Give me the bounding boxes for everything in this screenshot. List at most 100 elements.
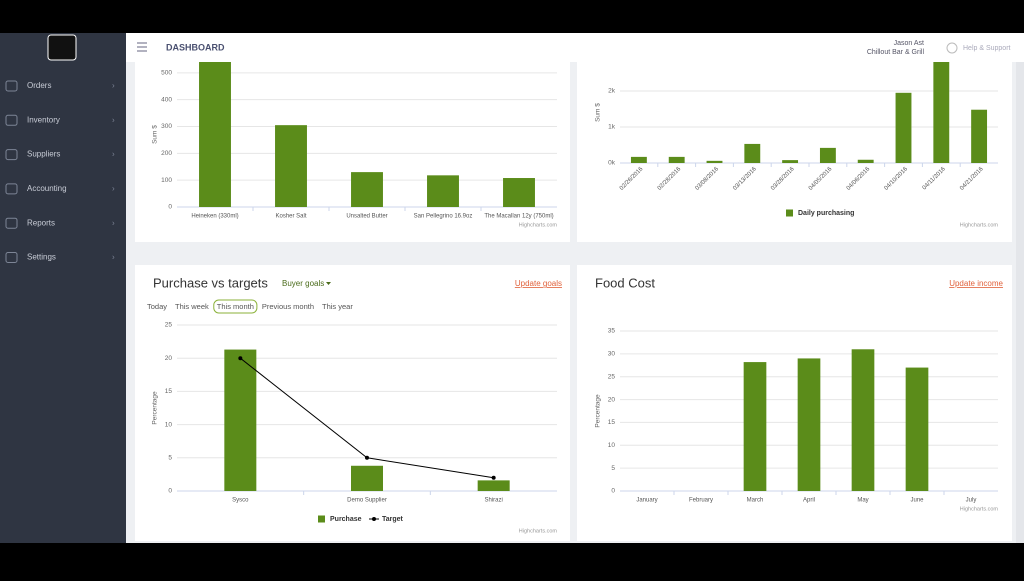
legend-symbol [786,209,793,217]
nav-icon [5,80,18,92]
nav-icon [5,252,18,263]
bar [224,349,257,491]
nav-chevron: › [112,81,115,90]
credit[interactable]: Highcharts.com [519,528,558,534]
nav-item[interactable]: Suppliers [27,150,60,159]
point [238,356,243,361]
x-tick-label: March [747,498,764,504]
y-tick-label: 10 [608,442,616,449]
credit[interactable]: Highcharts.com [960,506,999,512]
legend-symbol [318,515,325,523]
menu-icon[interactable] [137,42,147,52]
x-tick-label: Heineken (330ml) [191,214,238,220]
bar [782,160,799,163]
nav-item[interactable]: Orders [27,81,51,90]
y-tick-label: 20 [608,396,616,403]
x-tick-label: San Pellegrino 16.9oz [414,214,473,220]
panel-title: Purchase vs targets [153,275,268,290]
x-tick-label: Shirazi [484,498,502,504]
nav-icon [5,149,18,161]
bar [851,349,875,491]
tab[interactable]: This week [175,302,209,311]
legend-label[interactable]: Daily purchasing [798,210,854,217]
nav-item[interactable]: Inventory [27,115,60,124]
nav-icon [5,183,18,195]
y-tick-label: 0 [168,204,172,211]
bar [857,159,874,163]
bar [427,175,459,207]
legend-symbol [372,517,376,521]
point [491,475,496,480]
nav-chevron: › [112,253,115,262]
x-tick-label: Unsalted Butter [346,214,387,220]
y-tick-label: 0k [608,160,616,167]
nav-icon [5,114,18,126]
y-tick-label: 2k [608,88,616,95]
x-tick-label: June [910,498,924,504]
bar [744,143,761,163]
y-tick-label: 1k [608,124,616,131]
x-tick-label: Sysco [232,498,249,504]
nav-chevron: › [112,218,115,227]
tab[interactable]: This year [322,302,353,311]
y-tick-label: 300 [161,123,172,130]
bar [477,480,510,491]
x-tick-label: Demo Supplier [347,498,387,504]
dropdown[interactable]: Buyer goals [282,279,324,288]
x-tick-label: July [966,498,977,504]
tab[interactable]: Today [147,302,167,311]
bar [933,62,950,163]
y-tick-label: 25 [608,373,616,380]
bar [351,465,383,491]
legend-label[interactable]: Purchase [330,516,362,523]
bar [630,156,647,163]
y-tick-label: 35 [608,328,616,335]
bar [668,156,685,163]
nav-item[interactable]: Reports [27,218,55,227]
x-tick-label: May [857,498,868,504]
nav-icon [5,217,18,229]
point [365,455,369,460]
x-tick-label: February [689,498,713,504]
bar [706,160,723,163]
credit[interactable]: Highcharts.com [960,222,999,228]
y-tick-label: 0 [611,488,615,495]
nav-item[interactable]: Settings [27,253,56,262]
nav-chevron: › [112,150,115,159]
user-name[interactable]: Jason Ast [894,40,924,47]
scrollbar[interactable] [1016,62,1024,543]
y-tick-label: 400 [161,96,172,103]
panel-title: Food Cost [595,275,655,290]
x-tick-label: April [803,498,815,504]
tab[interactable]: Previous month [262,302,314,311]
tab[interactable]: This month [217,302,254,311]
legend-label[interactable]: Target [382,516,404,523]
action-link[interactable]: Update goals [515,279,562,288]
y-tick-label: 5 [168,455,172,462]
x-tick-label: The Macallan 12y (750ml) [484,214,553,220]
help-link[interactable]: Help & Support [963,45,1011,52]
y-tick-label: 200 [161,150,172,157]
bar [351,172,383,207]
x-tick-label: Kosher Salt [275,214,306,220]
action-link[interactable]: Update income [949,279,1003,288]
y-tick-label: 500 [161,70,172,77]
y-axis-title: Sum $ [152,125,159,144]
top-bar [126,33,1024,62]
nav-item[interactable]: Accounting [27,184,67,193]
bar [199,62,231,207]
card [577,265,1012,541]
bar [503,178,535,207]
y-axis-title: Sum $ [595,103,602,122]
bar [971,109,988,163]
sidebar [0,33,126,543]
bar [905,367,929,491]
y-tick-label: 25 [165,322,173,329]
y-tick-label: 100 [161,177,172,184]
y-tick-label: 0 [168,488,172,495]
credit[interactable]: Highcharts.com [519,222,558,228]
y-tick-label: 5 [611,465,615,472]
y-axis-title: Percentage [152,391,159,425]
nav-chevron: › [112,115,115,124]
